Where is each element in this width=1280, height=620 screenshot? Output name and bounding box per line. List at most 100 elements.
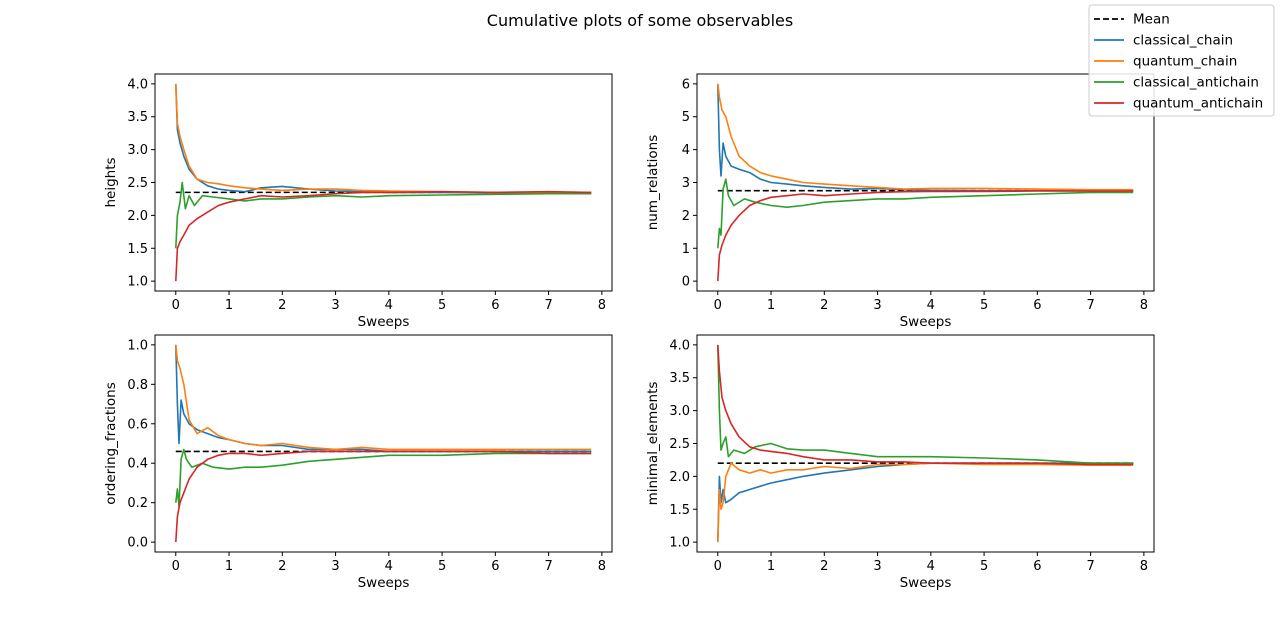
y-tick-label: 0.0 [127, 536, 148, 551]
series-line-classical-antichain [175, 181, 592, 249]
series-line-quantum-chain [717, 462, 1134, 543]
x-tick-label: 6 [1033, 298, 1041, 313]
y-tick-label: 2.0 [669, 470, 690, 485]
x-tick-label: 6 [491, 559, 499, 574]
x-tick-label: 0 [714, 559, 722, 574]
plot-lines [717, 344, 1134, 543]
x-tick-label: 8 [1140, 559, 1148, 574]
plot-lines [175, 344, 592, 543]
x-tick-label: 7 [1086, 559, 1094, 574]
x-tick-label: 0 [714, 298, 722, 313]
legend: Mean classical_chain quantum_chain classica… [1088, 4, 1275, 117]
figure-title: Cumulative plots of some observables [487, 11, 793, 30]
x-tick-label: 3 [331, 298, 339, 313]
plot-area [697, 74, 1154, 291]
y-tick-label: 1.5 [669, 503, 690, 518]
axes-frame [154, 334, 613, 553]
x-tick-label: 1 [767, 559, 775, 574]
series-line-quantum-antichain [717, 190, 1134, 282]
x-tick-label: 2 [278, 298, 286, 313]
x-axis-label: Sweeps [900, 314, 952, 330]
y-tick-label: 1.5 [127, 242, 148, 257]
y-tick-label: 2 [682, 209, 690, 224]
y-axis-label: ordering_fractions [103, 382, 119, 505]
x-tick-label: 3 [873, 298, 881, 313]
x-tick-label: 6 [1033, 559, 1041, 574]
y-tick-label: 6 [682, 77, 690, 92]
series-line-classical-chain [717, 83, 1134, 192]
x-tick-label: 8 [598, 559, 606, 574]
subplot-heights: 0 1 2 3 4 5 6 7 8 1.0 1.5 2.0 2.5 3.0 3.5 4.0 Sweeps heig… [103, 73, 613, 330]
legend-label: classical_antichain [1133, 75, 1259, 91]
x-tick-label: 0 [172, 559, 180, 574]
x-axis-label: Sweeps [358, 575, 410, 591]
x-tick-label: 4 [927, 298, 935, 313]
y-tick-label: 3.5 [669, 371, 690, 386]
y-tick-label: 1.0 [669, 536, 690, 551]
series-line-quantum-antichain [717, 344, 1134, 466]
y-tick-label: 1.0 [127, 275, 148, 290]
subplot-num-relations: 0 1 2 3 4 5 6 7 8 0 1 2 3 4 5 6 Sweeps num_relations [645, 73, 1155, 330]
x-axis-label: Sweeps [358, 314, 410, 330]
y-tick-label: 1.0 [127, 338, 148, 353]
y-tick-label: 3.0 [669, 404, 690, 419]
x-tick-label: 1 [225, 559, 233, 574]
plot-area [155, 74, 612, 291]
y-tick-label: 4 [682, 143, 690, 158]
y-tick-label: 5 [682, 110, 690, 125]
x-tick-label: 8 [1140, 298, 1148, 313]
x-tick-label: 5 [438, 559, 446, 574]
y-tick-label: 2.0 [127, 209, 148, 224]
plot-area [697, 335, 1154, 552]
legend-frame [1088, 4, 1275, 117]
y-tick-label: 2.5 [669, 437, 690, 452]
x-axis-label: Sweeps [900, 575, 952, 591]
series-line-quantum-chain [717, 83, 1134, 191]
y-tick-label: 3.5 [127, 110, 148, 125]
subplot-ordering-fractions: 0 1 2 3 4 5 6 7 8 0.0 0.2 0.4 0.6 0.8 1.0 Sweeps orderin… [103, 334, 613, 591]
series-line-classical-antichain [717, 344, 1134, 465]
x-tick-label: 2 [820, 298, 828, 313]
x-tick-label: 3 [331, 559, 339, 574]
x-tick-label: 0 [172, 298, 180, 313]
series-line-classical-antichain [175, 448, 592, 508]
series-line-classical-antichain [717, 178, 1134, 249]
x-tick-label: 4 [927, 559, 935, 574]
y-tick-label: 0.2 [127, 496, 148, 511]
x-tick-label: 6 [491, 298, 499, 313]
x-tick-label: 2 [278, 559, 286, 574]
series-line-quantum-chain [175, 344, 592, 451]
x-tick-label: 5 [980, 559, 988, 574]
x-tick-label: 5 [980, 298, 988, 313]
plot-lines [175, 83, 592, 282]
y-tick-label: 1 [682, 242, 690, 257]
series-line-quantum-antichain [175, 190, 592, 282]
series-line-quantum-antichain [175, 450, 592, 543]
y-tick-label: 4.0 [669, 338, 690, 353]
legend-label: classical_chain [1133, 33, 1233, 49]
legend-label: quantum_antichain [1133, 96, 1263, 112]
y-tick-label: 3 [682, 176, 690, 191]
y-tick-label: 2.5 [127, 176, 148, 191]
y-tick-label: 0.4 [127, 457, 148, 472]
y-tick-label: 0.6 [127, 417, 148, 432]
x-tick-label: 7 [1086, 298, 1094, 313]
x-tick-label: 8 [598, 298, 606, 313]
x-tick-label: 2 [820, 559, 828, 574]
y-axis-label: heights [103, 157, 119, 207]
x-tick-label: 3 [873, 559, 881, 574]
x-tick-label: 4 [385, 559, 393, 574]
x-tick-label: 7 [544, 298, 552, 313]
x-tick-label: 1 [225, 298, 233, 313]
x-tick-label: 4 [385, 298, 393, 313]
x-tick-label: 7 [544, 559, 552, 574]
legend-label: Mean [1133, 12, 1170, 28]
legend-entries: Mean classical_chain quantum_chain classica… [1094, 12, 1263, 112]
x-tick-label: 5 [438, 298, 446, 313]
y-tick-label: 0.8 [127, 378, 148, 393]
subplot-minimal-elements: 0 1 2 3 4 5 6 7 8 1.0 1.5 2.0 2.5 3.0 3.5 4.0 Sweeps mini… [645, 334, 1155, 591]
plot-area [155, 335, 612, 552]
legend-label: quantum_chain [1133, 54, 1237, 70]
y-tick-label: 4.0 [127, 77, 148, 92]
